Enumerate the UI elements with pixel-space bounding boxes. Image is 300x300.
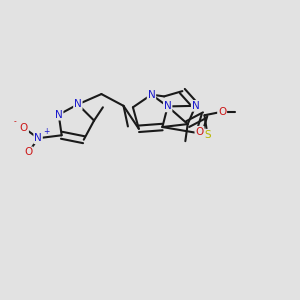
Text: +: +	[43, 127, 50, 136]
Text: S: S	[204, 130, 211, 140]
Text: N: N	[192, 101, 200, 111]
Text: N: N	[164, 101, 172, 111]
Text: O: O	[218, 107, 226, 117]
Text: O: O	[25, 147, 33, 158]
Text: O: O	[20, 123, 28, 133]
Text: N: N	[74, 99, 82, 110]
Text: O: O	[195, 127, 204, 137]
Text: N: N	[34, 133, 42, 143]
Text: N: N	[148, 90, 155, 100]
Text: N: N	[55, 110, 63, 120]
Text: -: -	[14, 117, 16, 126]
